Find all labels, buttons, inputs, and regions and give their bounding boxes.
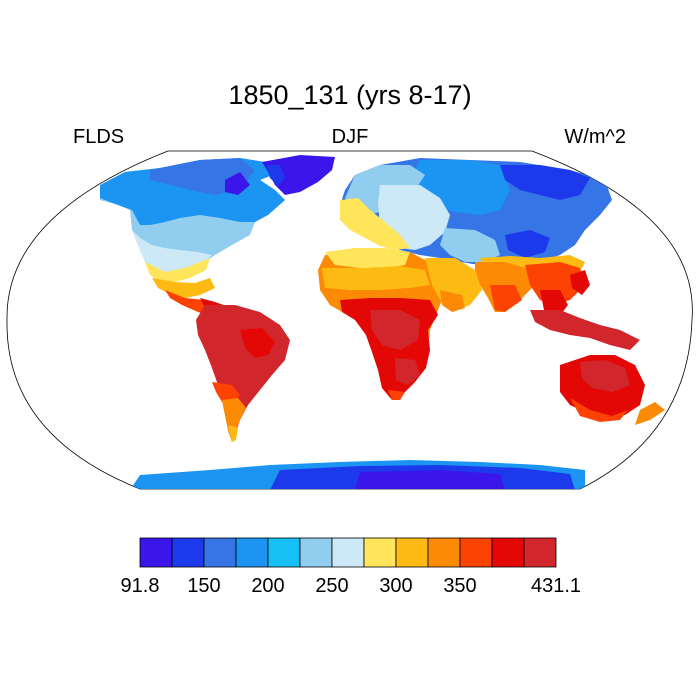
colorbar-tick-label: 431.1	[531, 575, 581, 597]
colorbar-swatch	[139, 537, 173, 568]
colorbar-swatch	[299, 537, 333, 568]
plot-title: 1850_131 (yrs 8-17)	[228, 80, 472, 110]
antarctica	[130, 460, 585, 489]
colorbar-swatch	[203, 537, 237, 568]
colorbar-swatch	[171, 537, 205, 568]
australia	[560, 355, 665, 425]
colorbar-swatch	[395, 537, 429, 568]
greenland	[262, 155, 335, 195]
colorbar-tick-label: 150	[187, 575, 220, 597]
colorbar-tick-label: 300	[379, 575, 412, 597]
colorbar-swatch	[459, 537, 493, 568]
colorbar-tick-label: 91.8	[121, 575, 160, 597]
south-asia	[475, 262, 640, 350]
colorbar-swatch	[267, 537, 301, 568]
units-label: W/m^2	[564, 126, 626, 148]
colorbar-swatch	[363, 537, 397, 568]
land-masses	[100, 155, 665, 489]
season-label: DJF	[331, 126, 369, 148]
colorbar-tick-label: 200	[251, 575, 284, 597]
colorbar-swatch	[491, 537, 525, 568]
north-america	[100, 158, 285, 320]
colorbar-tick-label: 350	[443, 575, 476, 597]
colorbar: 91.8 150 200 250 300 350 431.1	[121, 537, 581, 597]
eurasia	[340, 158, 612, 282]
colorbar-swatch	[235, 537, 269, 568]
colorbar-tick-label: 250	[315, 575, 348, 597]
colorbar-swatch	[331, 537, 365, 568]
arabia	[425, 258, 482, 312]
south-america	[196, 305, 290, 442]
colorbar-swatch	[523, 537, 557, 568]
africa	[318, 248, 445, 400]
colorbar-swatch	[427, 537, 461, 568]
variable-label: FLDS	[73, 126, 125, 148]
